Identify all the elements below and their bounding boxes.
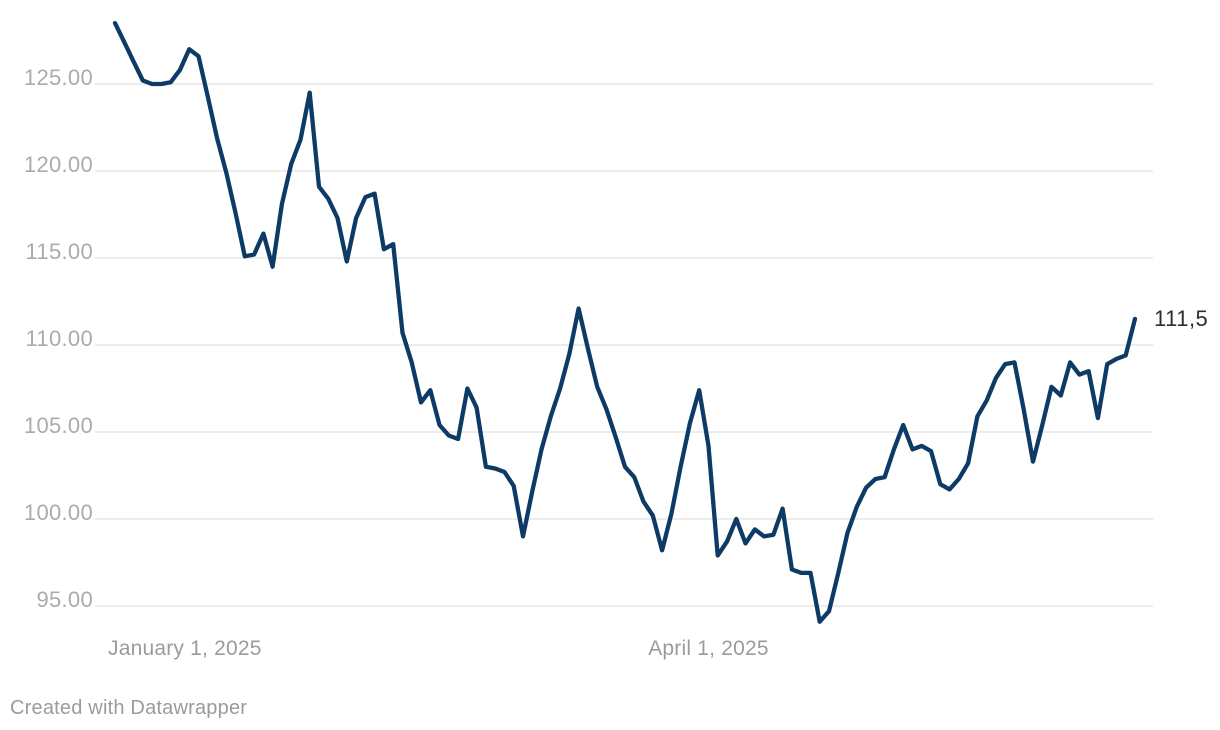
y-axis-tick-label: 115.00 — [25, 239, 93, 264]
x-axis-tick-january: January 1, 2025 — [108, 637, 262, 660]
datawrapper-credit-link[interactable]: Created with Datawrapper — [10, 697, 248, 719]
price-line — [112, 20, 1138, 624]
y-axis-tick-label: 120.00 — [23, 152, 93, 177]
last-value-label: 111,5 — [1154, 305, 1209, 331]
y-axis-tick-label: 105.00 — [23, 413, 93, 438]
x-axis-tick-april: April 1, 2025 — [648, 637, 769, 660]
y-axis-tick-label: 110.00 — [25, 326, 93, 351]
y-axis-tick-label: 95.00 — [36, 587, 93, 612]
gridlines — [95, 83, 1153, 607]
y-axis-tick-label: 125.00 — [23, 65, 93, 90]
y-axis-tick-label: 100.00 — [23, 500, 93, 525]
